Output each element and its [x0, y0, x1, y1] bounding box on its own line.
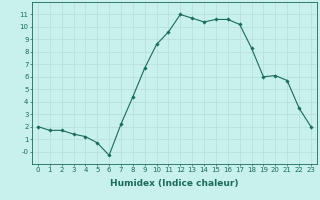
X-axis label: Humidex (Indice chaleur): Humidex (Indice chaleur) — [110, 179, 239, 188]
